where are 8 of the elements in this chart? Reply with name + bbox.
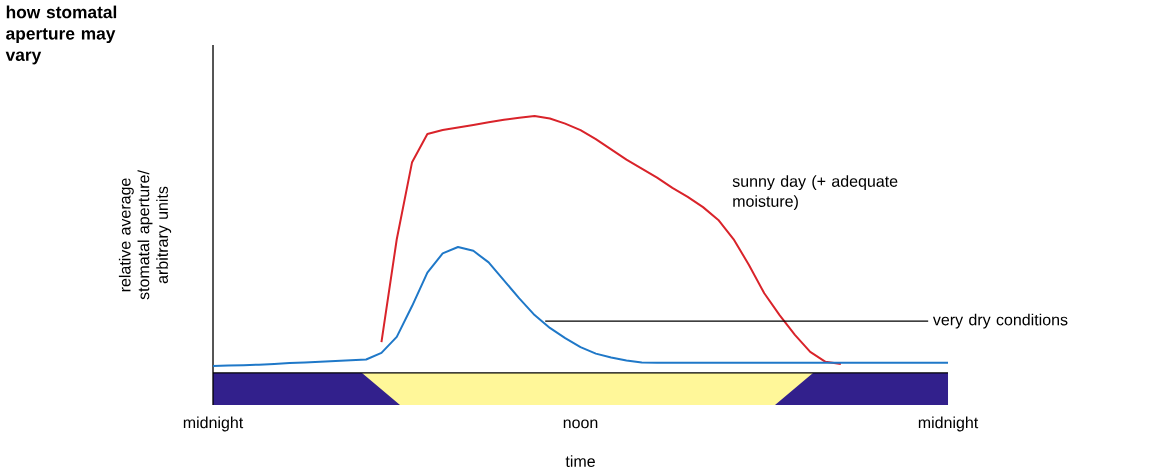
x-tick-label: noon	[563, 419, 598, 429]
x-tick-label: midnight	[183, 416, 244, 432]
x-axis-title: time	[565, 455, 595, 468]
series-label: sunny day (+ adequate moisture)	[732, 175, 898, 211]
text: how stomatal aperture may vary	[5, 5, 117, 65]
text: very dry conditions	[932, 313, 1068, 329]
x-tick-label: midnight	[918, 416, 979, 432]
y-axis-title: relative average stomatal aperture/ arbitrary units	[118, 170, 172, 300]
